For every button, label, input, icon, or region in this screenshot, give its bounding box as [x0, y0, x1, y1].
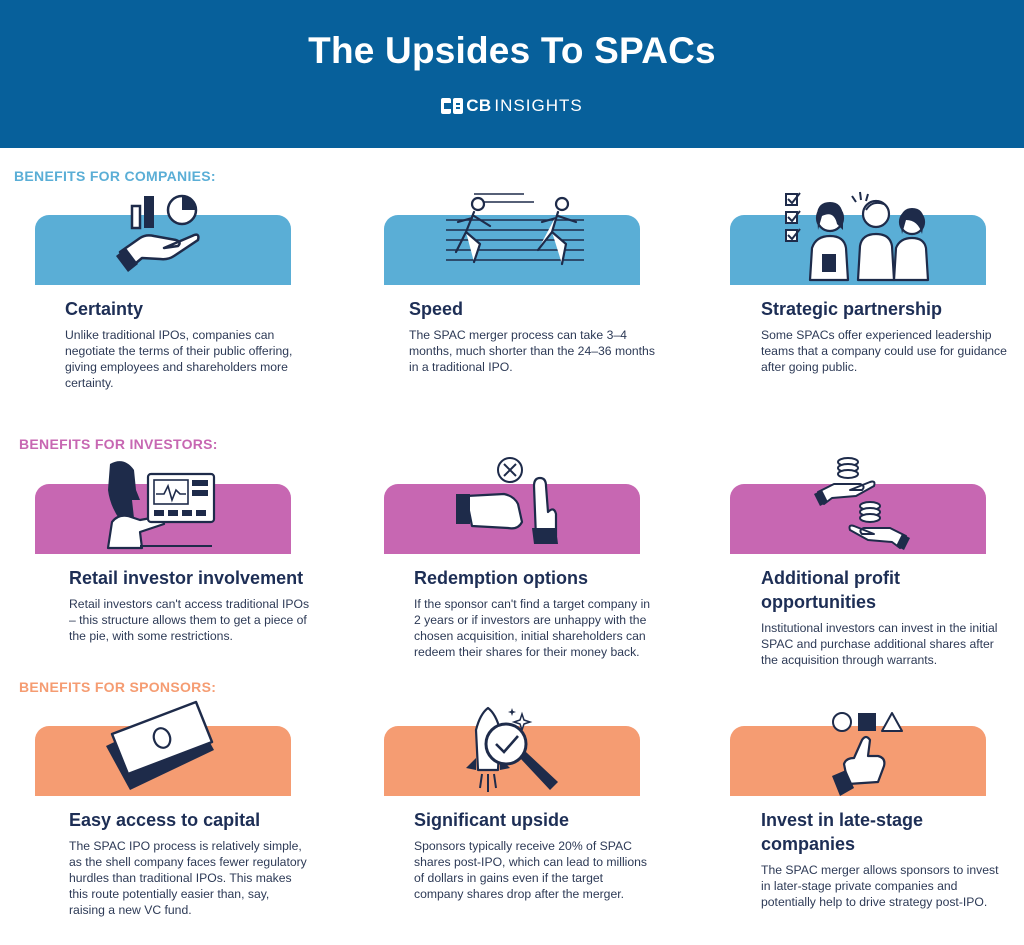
section-label-sponsors: BENEFITS FOR SPONSORS:	[19, 679, 217, 695]
card-desc-certainty: Unlike traditional IPOs, companies can n…	[65, 328, 293, 390]
card-title-redemption-options: Redemption options	[414, 568, 588, 588]
card-desc-redemption-options: If the sponsor can't find a target compa…	[414, 597, 651, 659]
card-desc-late-stage: The SPAC merger allows sponsors to inves…	[761, 863, 999, 909]
card-title-significant-upside: Significant upside	[414, 810, 570, 830]
hand-holding-chart-icon	[116, 194, 200, 272]
card-desc-speed: The SPAC merger process can take 3–4 mon…	[409, 328, 655, 374]
card-desc-retail-investor: Retail investors can't access traditiona…	[69, 597, 310, 643]
card-title-easy-access: Easy access to capital	[69, 810, 261, 830]
hand-refusal-icon	[456, 457, 558, 544]
cb-logo-icon	[441, 98, 464, 114]
rocket-magnifier-icon	[466, 706, 558, 792]
banknote-icon	[106, 700, 214, 790]
card-title-late-stage: Invest in late-stage companies	[761, 810, 924, 854]
card-title-speed: Speed	[409, 299, 464, 319]
runners-icon	[446, 193, 584, 266]
card-desc-additional-profit: Institutional investors can invest in th…	[761, 621, 998, 667]
card-title-strategic-partnership: Strategic partnership	[761, 299, 943, 319]
card-desc-strategic-partnership: Some SPACs offer experienced leadership …	[761, 328, 1007, 374]
investor-monitor-icon	[106, 461, 216, 550]
hand-pointing-shapes-icon	[832, 712, 903, 796]
header-banner: The Upsides To SPACs CB INSIGHTS	[0, 0, 1024, 148]
cb-insights-logo: CB INSIGHTS	[0, 96, 1024, 116]
brand-insights-text: INSIGHTS	[494, 96, 583, 115]
card-title-additional-profit: Additional profit opportunities	[761, 568, 900, 612]
card-desc-significant-upside: Sponsors typically receive 20% of SPAC s…	[414, 839, 648, 901]
team-checklist-icon	[785, 191, 930, 282]
card-desc-easy-access: The SPAC IPO process is relatively simpl…	[69, 839, 307, 917]
card-title-certainty: Certainty	[65, 299, 144, 319]
section-label-companies: BENEFITS FOR COMPANIES:	[14, 168, 216, 184]
card-title-retail-investor: Retail investor involvement	[69, 568, 304, 588]
brand-cb-text: CB	[466, 96, 492, 115]
section-label-investors: BENEFITS FOR INVESTORS:	[19, 436, 218, 452]
page-title: The Upsides To SPACs	[308, 30, 716, 71]
coins-exchange-icon	[814, 457, 910, 550]
